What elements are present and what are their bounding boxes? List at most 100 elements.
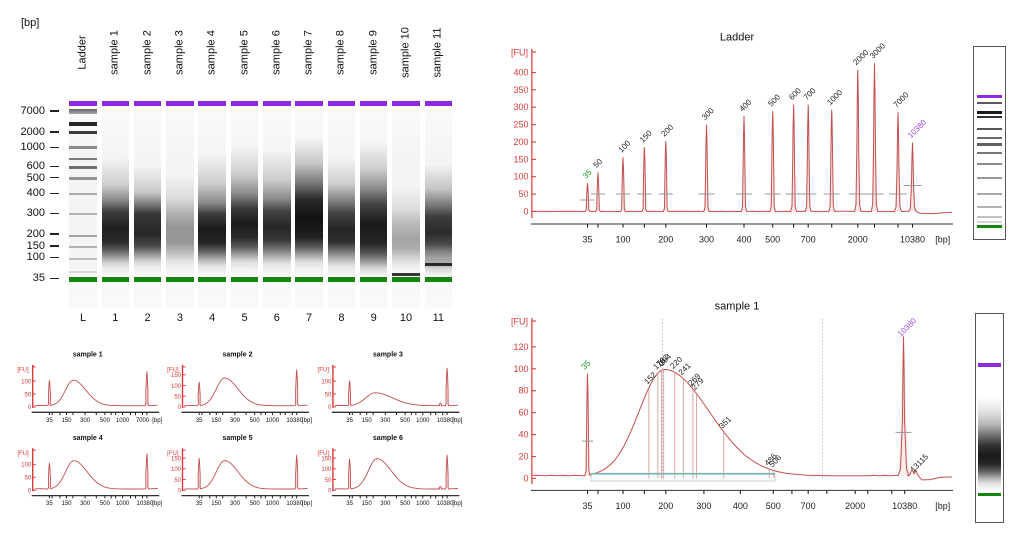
svg-text:500: 500 [765, 235, 780, 245]
svg-text:2000: 2000 [851, 48, 870, 67]
svg-text:35: 35 [196, 418, 203, 424]
svg-text:500: 500 [250, 501, 261, 507]
svg-text:sample 6: sample 6 [373, 435, 403, 442]
svg-text:[FU]: [FU] [167, 368, 179, 374]
svg-text:[bp]: [bp] [935, 235, 950, 245]
svg-text:10380: 10380 [286, 418, 303, 424]
svg-text:[bp]: [bp] [302, 501, 312, 507]
svg-text:100: 100 [171, 467, 182, 473]
svg-text:10380: 10380 [896, 316, 918, 338]
svg-text:300: 300 [80, 418, 91, 424]
svg-text:[bp]: [bp] [452, 418, 462, 424]
svg-text:200: 200 [658, 235, 673, 245]
svg-text:300: 300 [230, 501, 241, 507]
svg-text:150: 150 [61, 501, 72, 507]
svg-text:0: 0 [178, 405, 182, 411]
svg-text:10380: 10380 [892, 501, 917, 511]
svg-text:10380: 10380 [900, 235, 925, 245]
svg-text:300: 300 [700, 106, 716, 122]
svg-text:300: 300 [696, 501, 711, 511]
svg-text:150: 150 [513, 154, 528, 164]
svg-text:10380: 10380 [286, 501, 303, 507]
svg-text:150: 150 [61, 418, 72, 424]
svg-text:50: 50 [325, 392, 332, 398]
svg-text:3000: 3000 [868, 41, 887, 60]
svg-text:150: 150 [321, 456, 332, 462]
svg-text:100: 100 [171, 384, 182, 390]
svg-text:35: 35 [46, 501, 53, 507]
svg-text:100: 100 [321, 467, 332, 473]
svg-text:300: 300 [380, 418, 391, 424]
svg-text:100: 100 [513, 172, 528, 182]
svg-text:[bp]: [bp] [152, 418, 162, 424]
svg-text:500: 500 [100, 501, 111, 507]
svg-text:7000: 7000 [892, 90, 911, 109]
svg-text:[bp]: [bp] [935, 501, 950, 511]
svg-text:50: 50 [25, 392, 32, 398]
svg-text:100: 100 [615, 501, 630, 511]
svg-text:500: 500 [400, 501, 411, 507]
svg-text:1000: 1000 [116, 418, 130, 424]
svg-text:20: 20 [518, 452, 528, 462]
svg-text:35: 35 [346, 501, 353, 507]
svg-text:80: 80 [518, 386, 528, 396]
svg-text:0: 0 [523, 473, 528, 483]
svg-text:35: 35 [346, 418, 353, 424]
svg-text:35: 35 [581, 167, 594, 180]
svg-text:0: 0 [28, 489, 32, 495]
svg-text:50: 50 [25, 476, 32, 482]
svg-text:sample 3: sample 3 [373, 352, 403, 359]
svg-text:40: 40 [518, 430, 528, 440]
svg-text:sample 4: sample 4 [73, 435, 103, 442]
svg-text:10380: 10380 [137, 501, 154, 507]
svg-text:50: 50 [325, 478, 332, 484]
svg-text:400: 400 [738, 97, 754, 113]
svg-text:500: 500 [766, 501, 781, 511]
svg-text:400: 400 [513, 68, 528, 78]
svg-text:152: 152 [642, 370, 658, 386]
svg-text:300: 300 [699, 235, 714, 245]
svg-text:[FU]: [FU] [17, 368, 29, 374]
svg-text:0: 0 [328, 489, 332, 495]
svg-text:100: 100 [21, 463, 32, 469]
svg-text:1000: 1000 [416, 501, 430, 507]
svg-text:1000: 1000 [116, 501, 130, 507]
svg-text:100: 100 [321, 379, 332, 385]
svg-text:150: 150 [638, 128, 654, 144]
svg-text:300: 300 [230, 418, 241, 424]
svg-text:350: 350 [513, 85, 528, 95]
svg-text:200: 200 [658, 501, 673, 511]
svg-text:[FU]: [FU] [511, 48, 528, 58]
svg-text:0: 0 [523, 207, 528, 217]
svg-text:Ladder: Ladder [720, 32, 755, 44]
svg-text:1000: 1000 [416, 418, 430, 424]
svg-text:700: 700 [802, 86, 818, 102]
svg-text:150: 150 [171, 373, 182, 379]
svg-text:sample 5: sample 5 [223, 435, 253, 442]
svg-text:150: 150 [362, 418, 373, 424]
svg-text:500: 500 [400, 418, 411, 424]
svg-text:10380: 10380 [906, 117, 928, 139]
svg-text:sample 1: sample 1 [73, 352, 103, 359]
svg-text:300: 300 [380, 501, 391, 507]
svg-text:[FU]: [FU] [318, 451, 330, 457]
svg-text:[FU]: [FU] [167, 451, 179, 457]
svg-text:1000: 1000 [266, 501, 280, 507]
svg-text:[bp]: [bp] [152, 501, 162, 507]
svg-text:0: 0 [328, 405, 332, 411]
svg-text:120: 120 [513, 342, 528, 352]
svg-text:700: 700 [801, 235, 816, 245]
svg-text:35: 35 [196, 501, 203, 507]
svg-text:400: 400 [733, 501, 748, 511]
svg-text:500: 500 [250, 418, 261, 424]
svg-text:150: 150 [362, 501, 373, 507]
svg-text:600: 600 [787, 86, 803, 102]
svg-text:2000: 2000 [845, 501, 865, 511]
svg-text:[FU]: [FU] [17, 451, 29, 457]
svg-text:[bp]: [bp] [452, 501, 462, 507]
svg-text:13115: 13115 [909, 452, 931, 474]
svg-text:400: 400 [736, 235, 751, 245]
svg-text:150: 150 [171, 456, 182, 462]
svg-text:150: 150 [211, 501, 222, 507]
svg-text:sample 1: sample 1 [715, 301, 760, 313]
